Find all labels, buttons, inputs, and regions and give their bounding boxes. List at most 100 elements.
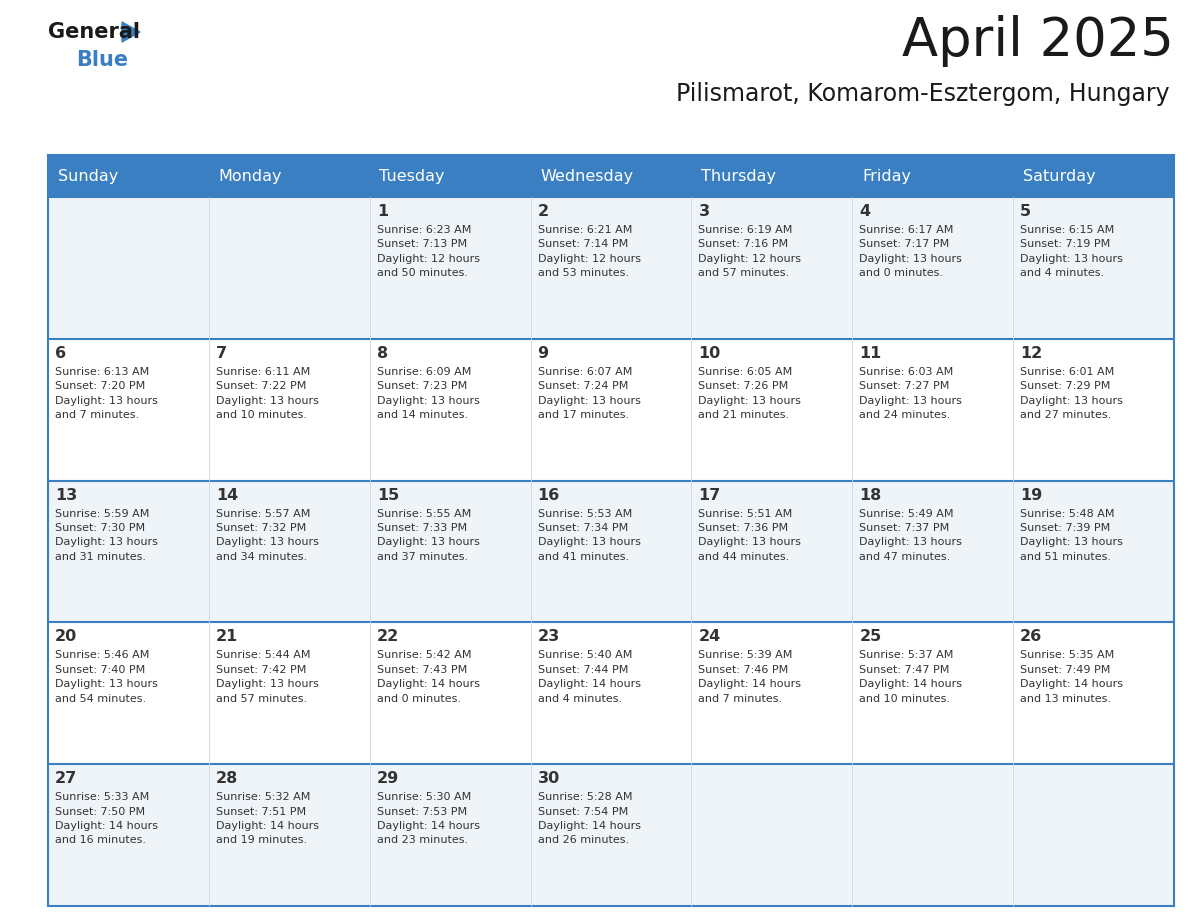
Bar [531,764,691,906]
Text: 19: 19 [1020,487,1042,502]
Text: April 2025: April 2025 [902,15,1174,67]
Bar [852,622,1013,764]
Text: Sunrise: 5:33 AM
Sunset: 7:50 PM
Daylight: 14 hours
and 16 minutes.: Sunrise: 5:33 AM Sunset: 7:50 PM Dayligh… [55,792,158,845]
Bar [531,339,691,481]
Bar [48,339,209,481]
Bar [691,339,852,481]
Text: 17: 17 [699,487,721,502]
Bar [691,481,852,622]
Bar [1013,622,1174,764]
Text: 24: 24 [699,630,721,644]
Bar [369,481,531,622]
Text: Sunrise: 5:53 AM
Sunset: 7:34 PM
Daylight: 13 hours
and 41 minutes.: Sunrise: 5:53 AM Sunset: 7:34 PM Dayligh… [538,509,640,562]
Text: Pilismarot, Komarom-Esztergom, Hungary: Pilismarot, Komarom-Esztergom, Hungary [676,82,1170,106]
Text: Sunrise: 5:39 AM
Sunset: 7:46 PM
Daylight: 14 hours
and 7 minutes.: Sunrise: 5:39 AM Sunset: 7:46 PM Dayligh… [699,650,802,703]
Polygon shape [122,22,140,42]
Bar [852,197,1013,339]
Text: 21: 21 [216,630,238,644]
Text: 7: 7 [216,346,227,361]
Bar [48,155,209,197]
Text: Sunrise: 6:09 AM
Sunset: 7:23 PM
Daylight: 13 hours
and 14 minutes.: Sunrise: 6:09 AM Sunset: 7:23 PM Dayligh… [377,367,480,420]
Text: 4: 4 [859,204,871,219]
Text: Sunrise: 6:07 AM
Sunset: 7:24 PM
Daylight: 13 hours
and 17 minutes.: Sunrise: 6:07 AM Sunset: 7:24 PM Dayligh… [538,367,640,420]
Text: 12: 12 [1020,346,1042,361]
Bar [209,764,369,906]
Text: Sunrise: 5:44 AM
Sunset: 7:42 PM
Daylight: 13 hours
and 57 minutes.: Sunrise: 5:44 AM Sunset: 7:42 PM Dayligh… [216,650,318,703]
Text: Sunrise: 5:49 AM
Sunset: 7:37 PM
Daylight: 13 hours
and 47 minutes.: Sunrise: 5:49 AM Sunset: 7:37 PM Dayligh… [859,509,962,562]
Text: 2: 2 [538,204,549,219]
Bar [691,155,852,197]
Text: Sunrise: 5:55 AM
Sunset: 7:33 PM
Daylight: 13 hours
and 37 minutes.: Sunrise: 5:55 AM Sunset: 7:33 PM Dayligh… [377,509,480,562]
Bar [209,155,369,197]
Bar [369,622,531,764]
Text: 8: 8 [377,346,387,361]
Text: Sunrise: 5:35 AM
Sunset: 7:49 PM
Daylight: 14 hours
and 13 minutes.: Sunrise: 5:35 AM Sunset: 7:49 PM Dayligh… [1020,650,1123,703]
Bar [209,339,369,481]
Text: 27: 27 [55,771,77,786]
Text: Sunrise: 5:51 AM
Sunset: 7:36 PM
Daylight: 13 hours
and 44 minutes.: Sunrise: 5:51 AM Sunset: 7:36 PM Dayligh… [699,509,801,562]
Text: 9: 9 [538,346,549,361]
Text: Sunrise: 6:21 AM
Sunset: 7:14 PM
Daylight: 12 hours
and 53 minutes.: Sunrise: 6:21 AM Sunset: 7:14 PM Dayligh… [538,225,640,278]
Bar [852,764,1013,906]
Text: Sunrise: 6:19 AM
Sunset: 7:16 PM
Daylight: 12 hours
and 57 minutes.: Sunrise: 6:19 AM Sunset: 7:16 PM Dayligh… [699,225,802,278]
Bar [531,481,691,622]
Text: Sunrise: 5:48 AM
Sunset: 7:39 PM
Daylight: 13 hours
and 51 minutes.: Sunrise: 5:48 AM Sunset: 7:39 PM Dayligh… [1020,509,1123,562]
Bar [691,764,852,906]
Bar [209,197,369,339]
Bar [691,197,852,339]
Text: 5: 5 [1020,204,1031,219]
Text: Sunrise: 5:30 AM
Sunset: 7:53 PM
Daylight: 14 hours
and 23 minutes.: Sunrise: 5:30 AM Sunset: 7:53 PM Dayligh… [377,792,480,845]
Text: General: General [48,22,140,42]
Bar [209,622,369,764]
Text: Sunrise: 6:11 AM
Sunset: 7:22 PM
Daylight: 13 hours
and 10 minutes.: Sunrise: 6:11 AM Sunset: 7:22 PM Dayligh… [216,367,318,420]
Bar [1013,764,1174,906]
Bar [369,155,531,197]
Bar [369,764,531,906]
Bar [531,155,691,197]
Bar [1013,339,1174,481]
Text: Sunrise: 5:37 AM
Sunset: 7:47 PM
Daylight: 14 hours
and 10 minutes.: Sunrise: 5:37 AM Sunset: 7:47 PM Dayligh… [859,650,962,703]
Text: Sunrise: 6:13 AM
Sunset: 7:20 PM
Daylight: 13 hours
and 7 minutes.: Sunrise: 6:13 AM Sunset: 7:20 PM Dayligh… [55,367,158,420]
Text: Sunrise: 6:01 AM
Sunset: 7:29 PM
Daylight: 13 hours
and 27 minutes.: Sunrise: 6:01 AM Sunset: 7:29 PM Dayligh… [1020,367,1123,420]
Text: 25: 25 [859,630,881,644]
Text: Blue: Blue [76,50,128,70]
Text: Sunrise: 5:32 AM
Sunset: 7:51 PM
Daylight: 14 hours
and 19 minutes.: Sunrise: 5:32 AM Sunset: 7:51 PM Dayligh… [216,792,318,845]
Text: Sunrise: 5:42 AM
Sunset: 7:43 PM
Daylight: 14 hours
and 0 minutes.: Sunrise: 5:42 AM Sunset: 7:43 PM Dayligh… [377,650,480,703]
Bar [531,197,691,339]
Text: 15: 15 [377,487,399,502]
Bar [691,622,852,764]
Text: Sunrise: 5:40 AM
Sunset: 7:44 PM
Daylight: 14 hours
and 4 minutes.: Sunrise: 5:40 AM Sunset: 7:44 PM Dayligh… [538,650,640,703]
Text: 22: 22 [377,630,399,644]
Text: Sunrise: 5:46 AM
Sunset: 7:40 PM
Daylight: 13 hours
and 54 minutes.: Sunrise: 5:46 AM Sunset: 7:40 PM Dayligh… [55,650,158,703]
Bar [852,339,1013,481]
Text: 20: 20 [55,630,77,644]
Text: 3: 3 [699,204,709,219]
Text: 11: 11 [859,346,881,361]
Text: Sunrise: 6:03 AM
Sunset: 7:27 PM
Daylight: 13 hours
and 24 minutes.: Sunrise: 6:03 AM Sunset: 7:27 PM Dayligh… [859,367,962,420]
Text: 28: 28 [216,771,238,786]
Text: Sunrise: 6:17 AM
Sunset: 7:17 PM
Daylight: 13 hours
and 0 minutes.: Sunrise: 6:17 AM Sunset: 7:17 PM Dayligh… [859,225,962,278]
Text: Sunrise: 6:23 AM
Sunset: 7:13 PM
Daylight: 12 hours
and 50 minutes.: Sunrise: 6:23 AM Sunset: 7:13 PM Dayligh… [377,225,480,278]
Bar [1013,197,1174,339]
Bar [209,481,369,622]
Bar [531,622,691,764]
Text: 13: 13 [55,487,77,502]
Bar [1013,481,1174,622]
Text: Sunrise: 6:15 AM
Sunset: 7:19 PM
Daylight: 13 hours
and 4 minutes.: Sunrise: 6:15 AM Sunset: 7:19 PM Dayligh… [1020,225,1123,278]
Text: 14: 14 [216,487,238,502]
Bar [852,155,1013,197]
Bar [48,481,209,622]
Text: 30: 30 [538,771,560,786]
Text: 26: 26 [1020,630,1042,644]
Bar [369,197,531,339]
Text: 29: 29 [377,771,399,786]
Text: Friday: Friday [862,169,911,184]
Bar [852,481,1013,622]
Text: Tuesday: Tuesday [379,169,444,184]
Text: 16: 16 [538,487,560,502]
Text: 6: 6 [55,346,67,361]
Text: Saturday: Saturday [1023,169,1095,184]
Text: Monday: Monday [219,169,282,184]
Text: Sunrise: 5:57 AM
Sunset: 7:32 PM
Daylight: 13 hours
and 34 minutes.: Sunrise: 5:57 AM Sunset: 7:32 PM Dayligh… [216,509,318,562]
Text: Sunday: Sunday [58,169,118,184]
